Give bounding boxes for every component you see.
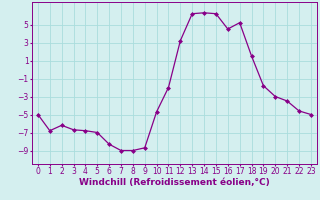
X-axis label: Windchill (Refroidissement éolien,°C): Windchill (Refroidissement éolien,°C) bbox=[79, 178, 270, 187]
